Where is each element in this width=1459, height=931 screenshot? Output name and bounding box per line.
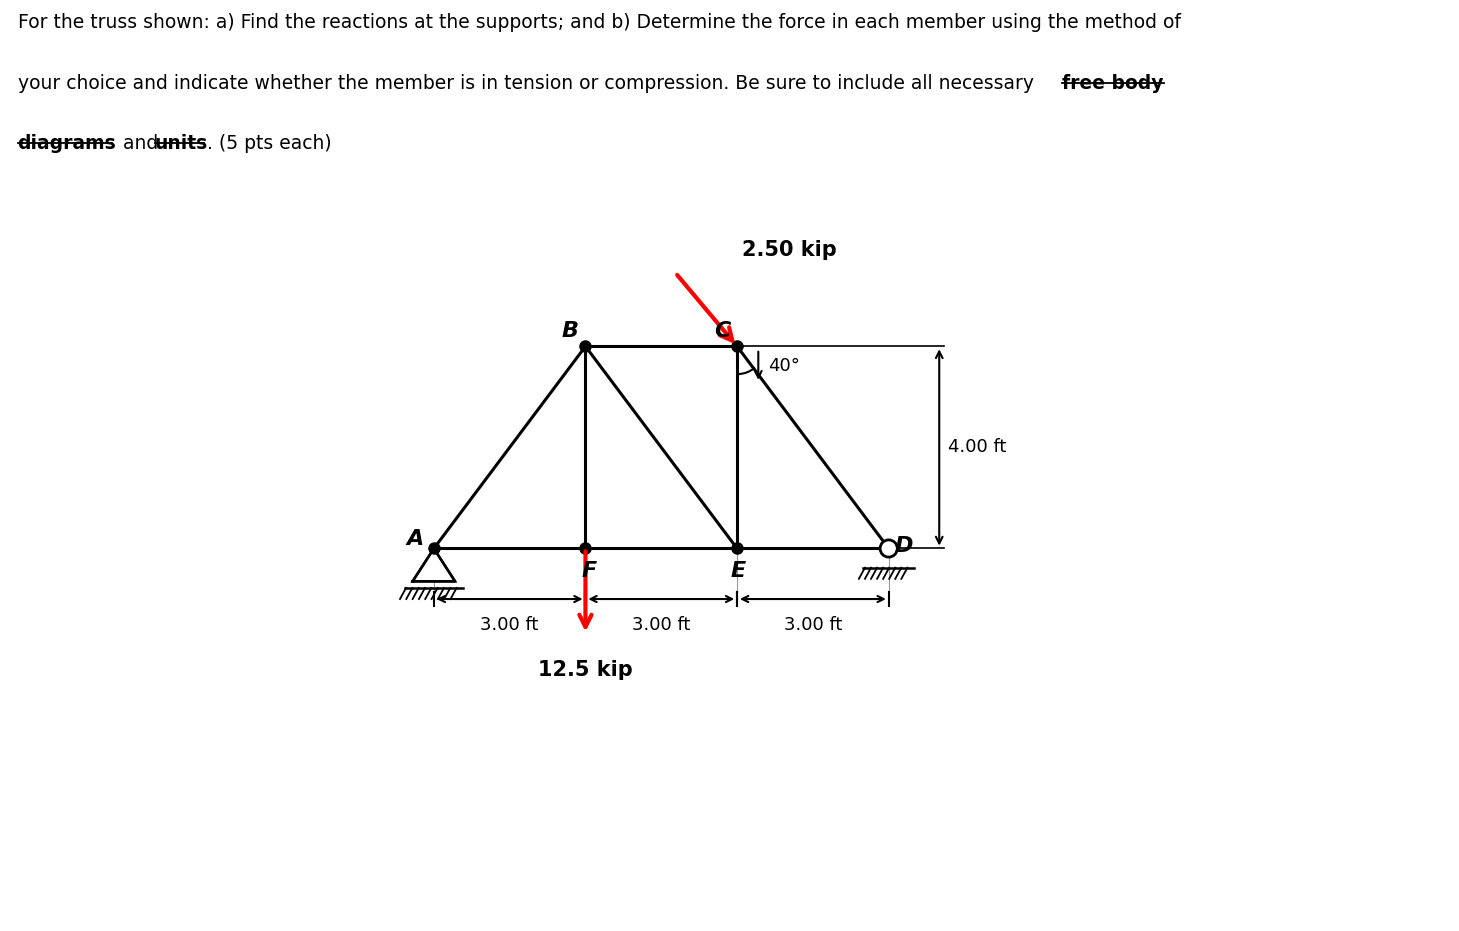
- Text: E: E: [731, 561, 746, 581]
- Text: free body: free body: [1062, 74, 1164, 93]
- Text: F: F: [582, 561, 597, 581]
- Circle shape: [880, 540, 897, 557]
- Text: D: D: [894, 536, 913, 556]
- Text: 3.00 ft: 3.00 ft: [783, 616, 842, 634]
- Text: A: A: [406, 530, 423, 549]
- Text: diagrams: diagrams: [18, 134, 117, 153]
- Text: B: B: [562, 321, 579, 341]
- Text: your choice and indicate whether the member is in tension or compression. Be sur: your choice and indicate whether the mem…: [18, 74, 1039, 93]
- Text: 2.50 kip: 2.50 kip: [743, 240, 837, 260]
- Text: . (5 pts each): . (5 pts each): [207, 134, 331, 153]
- Text: C: C: [713, 321, 730, 341]
- Text: 3.00 ft: 3.00 ft: [480, 616, 538, 634]
- Text: 40°: 40°: [769, 357, 801, 374]
- Text: 3.00 ft: 3.00 ft: [632, 616, 690, 634]
- Text: For the truss shown: a) Find the reactions at the supports; and b) Determine the: For the truss shown: a) Find the reactio…: [18, 13, 1180, 33]
- Text: and: and: [117, 134, 163, 153]
- Text: 12.5 kip: 12.5 kip: [538, 660, 633, 680]
- Text: units: units: [155, 134, 207, 153]
- Polygon shape: [413, 548, 455, 581]
- Text: 4.00 ft: 4.00 ft: [948, 439, 1007, 456]
